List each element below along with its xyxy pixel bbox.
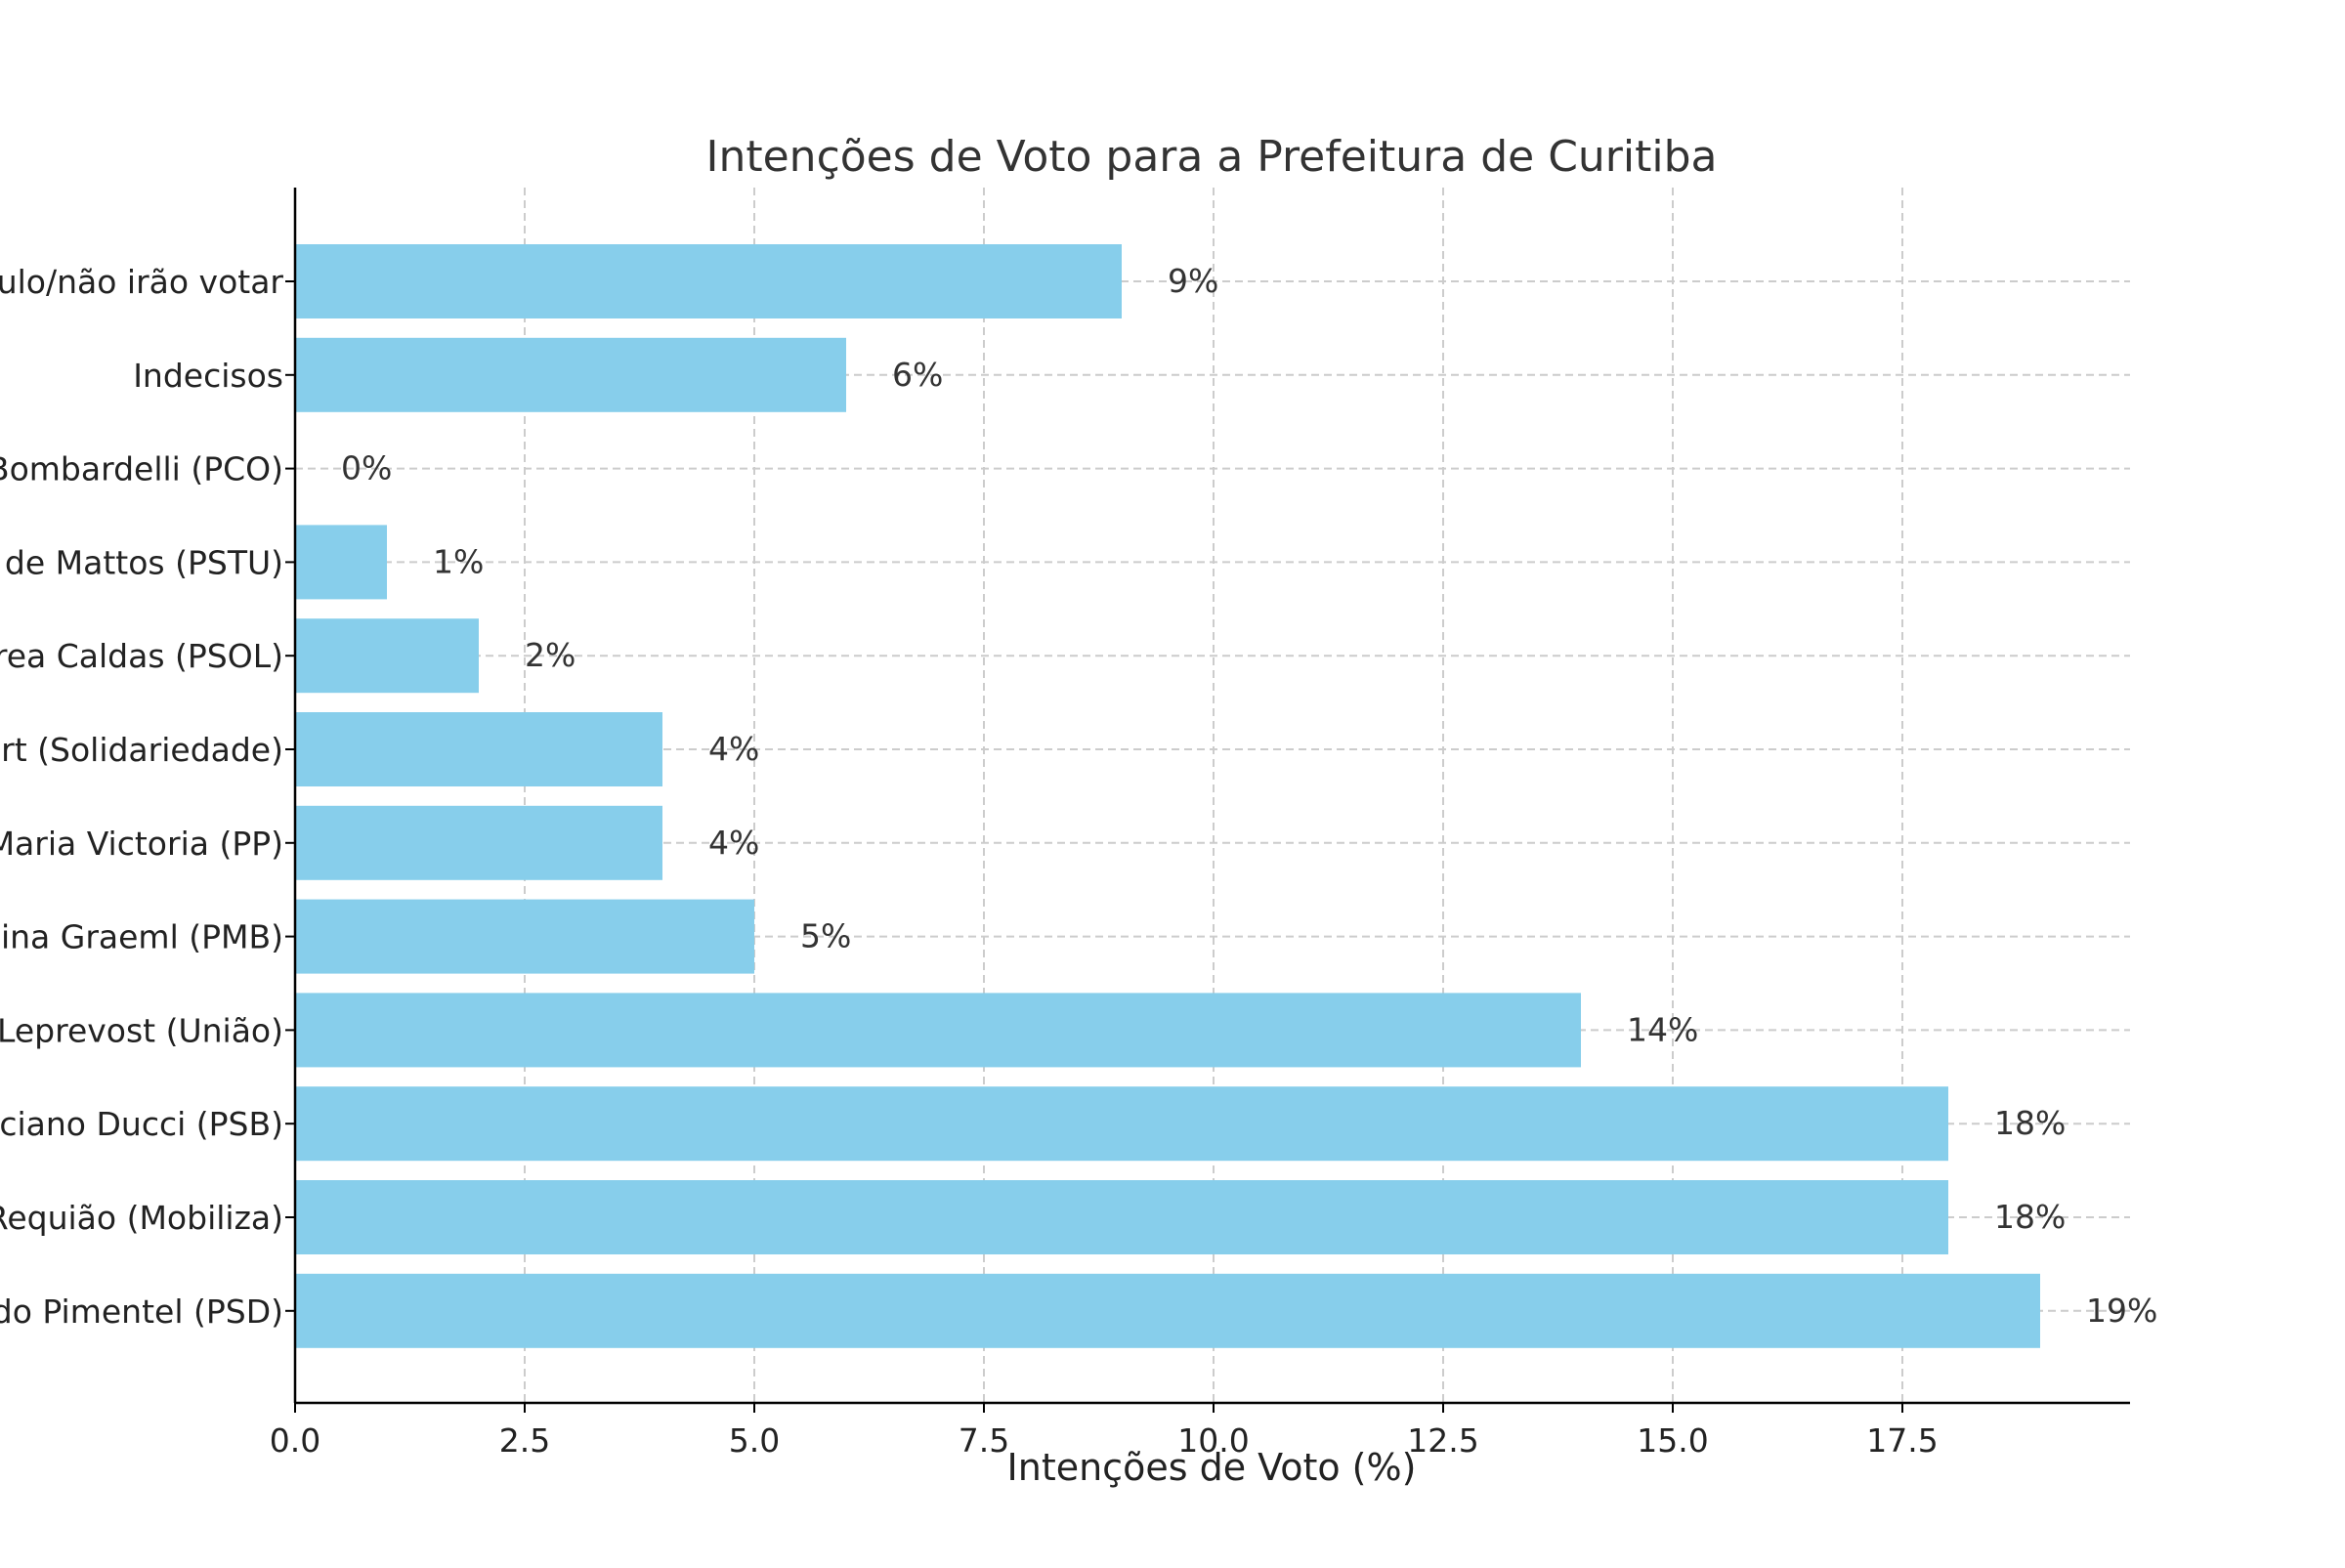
y-tick-label: Bombardelli (PCO) — [0, 450, 283, 488]
label-layer: ulo/não irão votar 9% Indecisos 6% Bombardel… — [0, 262, 2157, 1460]
y-tick-label: Indecisos — [133, 357, 283, 395]
bar — [295, 618, 479, 694]
bar — [295, 525, 387, 600]
bar-value-label: 0% — [341, 449, 392, 487]
x-tick-label: 12.5 — [1407, 1421, 1478, 1460]
y-tick-label: Maria Victoria (PP) — [0, 825, 283, 863]
bar — [295, 1273, 2040, 1348]
bar-value-label: 5% — [800, 917, 851, 955]
bar — [295, 899, 754, 974]
x-tick-label: 0.0 — [270, 1421, 320, 1460]
bar — [295, 993, 1581, 1068]
x-tick-label: 5.0 — [729, 1421, 780, 1460]
bar-value-label: 4% — [708, 730, 759, 768]
x-tick-label: 7.5 — [959, 1421, 1009, 1460]
bar-value-label: 2% — [525, 636, 576, 674]
y-tick-label: de Mattos (PSTU) — [5, 543, 283, 581]
bar — [295, 1180, 1948, 1254]
y-tick-label: Leprevost (União) — [0, 1011, 283, 1049]
bar-layer — [295, 244, 2040, 1348]
bar-value-label: 6% — [892, 356, 943, 394]
y-tick-label: rea Caldas (PSOL) — [0, 637, 283, 675]
x-tick-label: 17.5 — [1866, 1421, 1938, 1460]
x-tick-label: 2.5 — [499, 1421, 550, 1460]
y-tick-label: ina Graeml (PMB) — [1, 918, 283, 956]
chart-title: Intenções de Voto para a Prefeitura de C… — [706, 132, 1718, 182]
bar — [295, 712, 662, 786]
y-tick-label: rt (Solidariedade) — [1, 731, 283, 769]
bar-value-label: 18% — [1994, 1198, 2066, 1236]
x-axis-title: Intenções de Voto (%) — [1007, 1446, 1417, 1489]
x-tick-label: 15.0 — [1637, 1421, 1708, 1460]
bar — [295, 805, 662, 880]
bar — [295, 1086, 1948, 1162]
bar-value-label: 18% — [1994, 1104, 2066, 1142]
bar-value-label: 9% — [1168, 262, 1218, 300]
axis-layer — [285, 188, 2130, 1413]
bar — [295, 244, 1122, 318]
bar-value-label: 4% — [708, 824, 759, 862]
y-tick-label: do Pimentel (PSD) — [0, 1293, 283, 1331]
bar — [295, 337, 846, 412]
bar-value-label: 1% — [433, 542, 484, 580]
bar-value-label: 14% — [1627, 1010, 1698, 1048]
bar-value-label: 19% — [2086, 1292, 2157, 1330]
y-tick-label: ciano Ducci (PSB) — [0, 1105, 283, 1143]
x-tick-label: 10.0 — [1177, 1421, 1249, 1460]
y-tick-label: ulo/não irão votar — [0, 263, 283, 301]
y-tick-label: Requião (Mobiliza) — [0, 1199, 283, 1237]
